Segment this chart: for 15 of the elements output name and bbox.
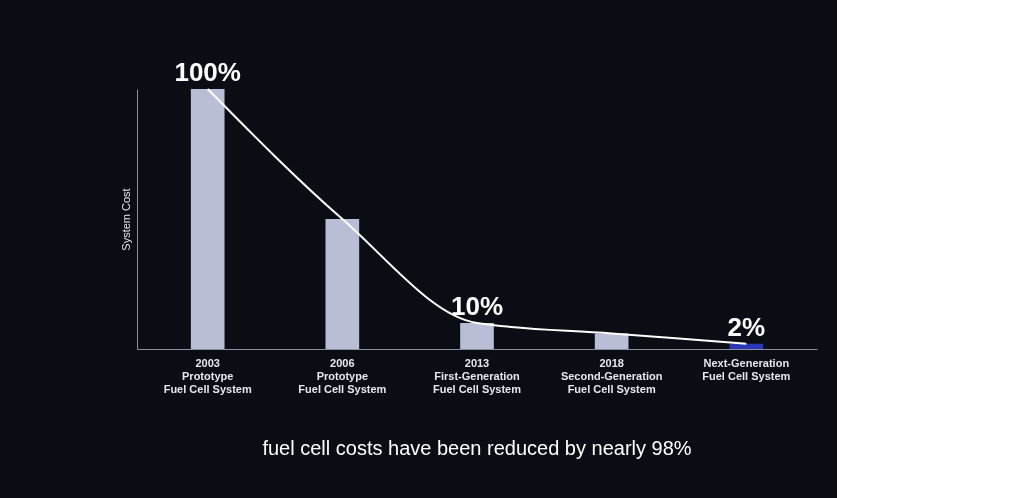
x-tick-label: 2013 First-Generation Fuel Cell System (432, 356, 522, 395)
x-tick-label: 2018 Second-Generation Fuel Cell System (560, 356, 663, 395)
bar (594, 333, 629, 349)
x-tick-label: Next-Generation Fuel Cell System (702, 356, 791, 382)
data-label: 2% (727, 311, 766, 342)
bar (190, 89, 225, 349)
bar (325, 219, 360, 349)
x-tick-label: 2006 Prototype Fuel Cell System (298, 356, 387, 395)
y-axis-title: System Cost (119, 188, 132, 251)
data-label: 10% (450, 291, 504, 321)
text: fuel cell costs have been reduced by nearly 98% (262, 437, 692, 459)
bar (729, 343, 764, 349)
bar (460, 323, 494, 349)
x-tick-label: 2003 Prototype Fuel Cell System (163, 356, 252, 395)
data-label: 100% (174, 57, 241, 87)
